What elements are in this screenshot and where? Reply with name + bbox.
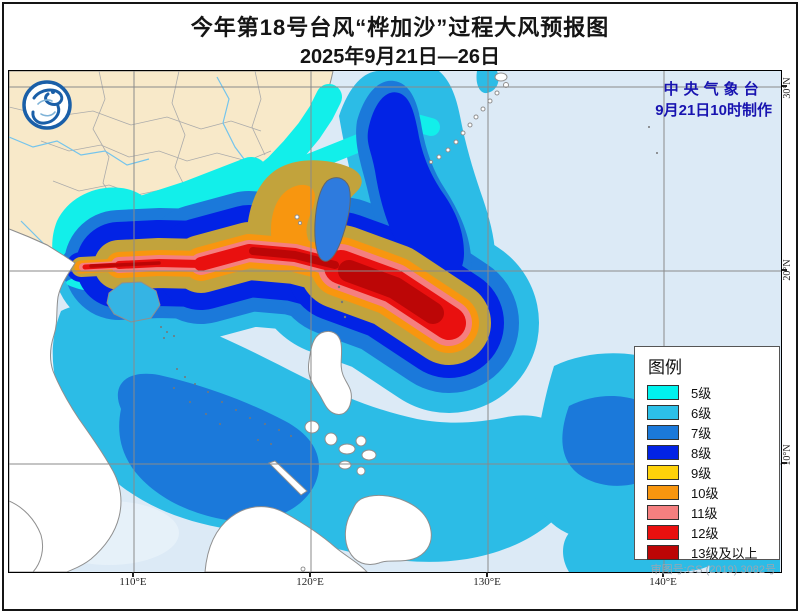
legend-label-grade5: 5级 — [691, 385, 712, 401]
lon-label-110e: 110°E — [119, 576, 147, 588]
legend-label-grade7: 7级 — [691, 425, 712, 441]
maker-stamp: 中央气象台 9月21日10时制作 — [655, 78, 772, 120]
legend-swatch-grade5 — [647, 384, 679, 400]
legend-swatch-grade10 — [647, 484, 679, 500]
page-title: 今年第18号台风“桦加沙”过程大风预报图 — [190, 15, 610, 40]
legend-label-grade8: 8级 — [691, 445, 712, 461]
wind-layer-grade13 — [89, 247, 444, 324]
legend-label-grade11: 11级 — [691, 505, 718, 521]
legend-row-grade9: 9级 — [647, 462, 769, 482]
page-subtitle-daterange: 2025年9月21日—26日 — [299, 46, 501, 68]
lon-tick-110e — [132, 572, 134, 577]
lon-tick-130e — [486, 572, 488, 577]
map-approval-number: 审图号:GS (2019) 3082号 — [650, 564, 776, 576]
legend-row-grade8: 8级 — [647, 442, 769, 462]
lon-label-130e: 130°E — [473, 576, 501, 588]
legend-row-grade12: 12级 — [647, 522, 769, 542]
lat-label-30n: 30°N — [782, 77, 793, 99]
legend-row-grade11: 11级 — [647, 502, 769, 522]
legend-label-grade12: 12级 — [691, 525, 719, 541]
legend-row-grade7: 7级 — [647, 422, 769, 442]
taiwan-island — [314, 177, 351, 262]
legend-swatch-grade11 — [647, 504, 679, 520]
legend-title: 图例 — [648, 358, 682, 377]
legend-row-grade5: 5级 — [647, 382, 769, 402]
legend-row-grade10: 10级 — [647, 482, 769, 502]
legend-swatch-grade13 — [647, 544, 679, 560]
maker-agency: 中央气象台 — [663, 81, 764, 98]
lat-tick-10n — [782, 462, 787, 464]
legend-row-grade6: 6级 — [647, 402, 769, 422]
lon-label-140e: 140°E — [649, 576, 677, 588]
legend-swatch-grade12 — [647, 524, 679, 540]
lon-label-120e: 120°E — [296, 576, 324, 588]
lat-label-10n: 10°N — [782, 444, 793, 466]
lon-tick-140e — [662, 572, 664, 577]
lon-tick-120e — [309, 572, 311, 577]
lat-tick-20n — [782, 269, 787, 271]
legend-box: 图例 5级 6级 7级 8级 9级 10级 11级 — [634, 346, 780, 562]
legend-swatch-grade7 — [647, 424, 679, 440]
legend-label-grade10: 10级 — [691, 485, 719, 501]
cma-logo — [20, 78, 74, 132]
legend-swatch-grade8 — [647, 444, 679, 460]
legend-label-grade9: 9级 — [691, 465, 712, 481]
other-landmasses — [8, 72, 509, 573]
lat-tick-30n — [782, 85, 787, 87]
legend-swatch-grade6 — [647, 404, 679, 420]
map-canvas — [8, 70, 782, 573]
legend-swatch-grade9 — [647, 464, 679, 480]
legend-row-grade13: 13级及以上 — [647, 542, 769, 562]
legend-label-grade13: 13级及以上 — [691, 545, 758, 561]
maker-time: 9月21日10时制作 — [655, 102, 772, 119]
legend-label-grade6: 6级 — [691, 405, 712, 421]
